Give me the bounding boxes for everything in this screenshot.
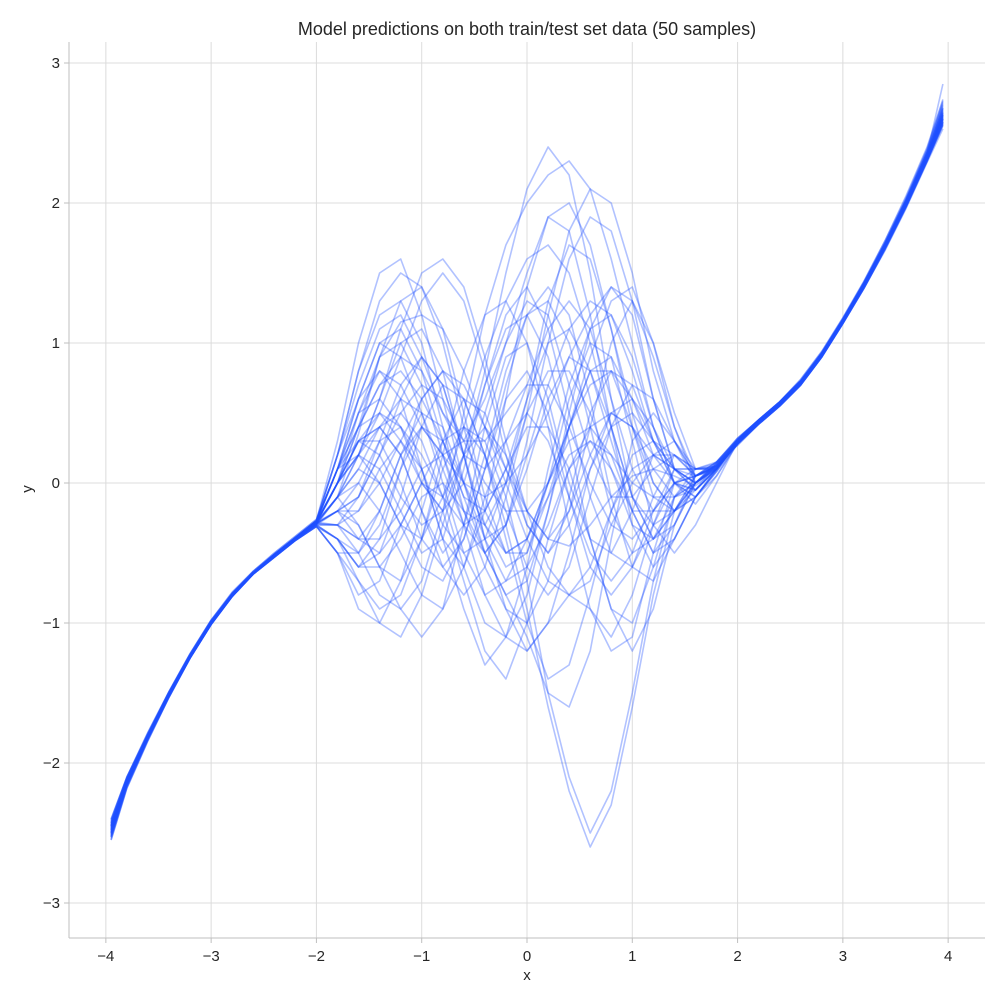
x-tick-label: 4 — [944, 948, 952, 965]
sample-line-39 — [110, 121, 944, 837]
grid — [69, 42, 985, 938]
sample-line-26 — [110, 128, 944, 841]
chart-title: Model predictions on both train/test set… — [298, 19, 756, 39]
sample-line-17 — [110, 111, 944, 827]
x-tick-label: 1 — [628, 948, 636, 965]
sample-line-11 — [110, 104, 944, 821]
sample-line-32 — [110, 117, 944, 831]
sample-line-7 — [110, 107, 944, 825]
sample-line-48 — [110, 113, 944, 830]
sample-line-49 — [110, 118, 944, 832]
sample-line-35 — [110, 110, 944, 825]
x-axis-ticks: −4 −3 −2 −1 0 1 2 3 4 — [97, 938, 952, 965]
sample-line-20 — [110, 117, 944, 831]
sample-line-9 — [110, 114, 944, 828]
y-axis-ticks: −3 −2 −1 0 1 2 3 — [43, 55, 69, 912]
sample-line-6 — [110, 113, 944, 831]
sample-line-4 — [110, 124, 944, 848]
sample-line-25 — [110, 113, 944, 830]
sample-line-41 — [110, 120, 944, 834]
x-tick-label: 2 — [733, 948, 741, 965]
x-tick-label: 3 — [839, 948, 847, 965]
sample-line-45 — [110, 117, 944, 831]
sample-line-30 — [110, 121, 944, 835]
series-group — [110, 83, 944, 848]
sample-line-5 — [110, 115, 944, 823]
sample-line-13 — [110, 115, 944, 830]
y-tick-label: −1 — [43, 615, 60, 632]
sample-line-28 — [110, 120, 944, 834]
y-tick-label: 2 — [52, 195, 60, 212]
y-tick-label: −2 — [43, 755, 60, 772]
y-tick-label: −3 — [43, 895, 60, 912]
sample-line-44 — [110, 122, 944, 835]
sample-line-43 — [110, 107, 944, 824]
sample-line-31 — [110, 101, 944, 824]
x-tick-label: −3 — [203, 948, 220, 965]
sample-line-50 — [110, 83, 944, 827]
sample-line-33 — [110, 113, 944, 828]
sample-line-47 — [110, 124, 944, 838]
y-tick-label: 1 — [52, 335, 60, 352]
sample-line-15 — [110, 103, 944, 824]
sample-line-36 — [110, 118, 944, 832]
sample-line-38 — [110, 100, 944, 821]
sample-line-10 — [110, 117, 944, 832]
sample-line-16 — [110, 118, 944, 834]
sample-line-21 — [110, 114, 944, 828]
sample-line-27 — [110, 108, 944, 823]
sample-line-42 — [110, 114, 944, 828]
sample-line-1 — [110, 118, 944, 827]
sample-line-34 — [110, 122, 944, 838]
x-tick-label: −2 — [308, 948, 325, 965]
sample-line-37 — [110, 115, 944, 830]
sample-line-23 — [110, 106, 944, 825]
sample-line-29 — [110, 114, 944, 827]
sample-line-2 — [110, 121, 944, 834]
sample-line-3 — [110, 110, 944, 820]
y-axis-label: y — [19, 485, 36, 493]
x-tick-label: −1 — [413, 948, 430, 965]
sample-line-40 — [110, 111, 944, 827]
sample-line-8 — [110, 120, 944, 837]
y-tick-label: 0 — [52, 475, 60, 492]
x-axis-label: x — [523, 967, 531, 984]
sample-line-24 — [110, 118, 944, 832]
x-tick-label: 0 — [523, 948, 531, 965]
y-tick-label: 3 — [52, 55, 60, 72]
sample-line-46 — [110, 108, 944, 825]
sample-line-14 — [110, 122, 944, 835]
sample-line-19 — [110, 99, 944, 820]
sample-line-22 — [110, 121, 944, 837]
x-tick-label: −4 — [97, 948, 114, 965]
sample-line-18 — [110, 124, 944, 839]
sample-line-12 — [110, 125, 944, 838]
